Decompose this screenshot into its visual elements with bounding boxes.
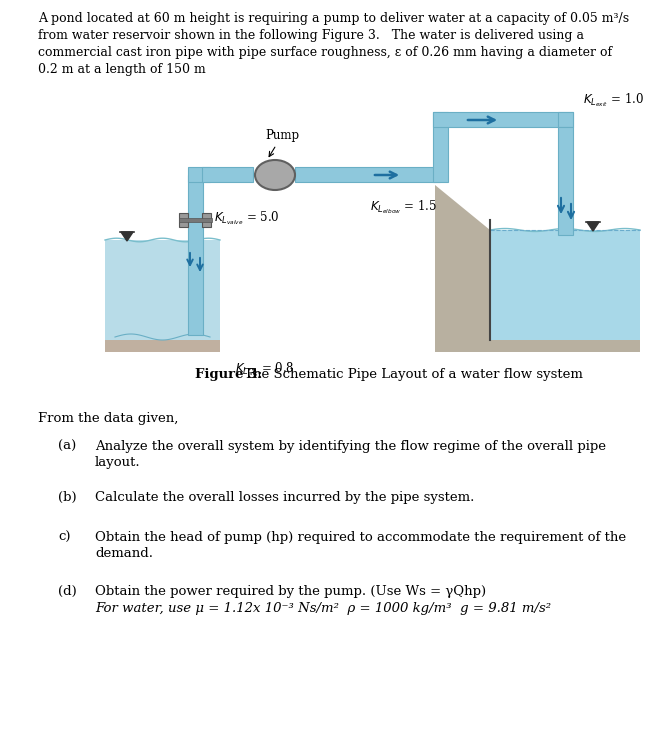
- Text: from water reservoir shown in the following Figure 3.   The water is delivered u: from water reservoir shown in the follow…: [38, 29, 584, 42]
- Text: Obtain the head of pump (hp) required to accommodate the requirement of the: Obtain the head of pump (hp) required to…: [95, 531, 626, 544]
- Text: (b): (b): [58, 491, 77, 504]
- Bar: [202, 213, 211, 227]
- Text: layout.: layout.: [95, 456, 141, 469]
- Text: Obtain the power required by the pump. (Use Ws = γQhp): Obtain the power required by the pump. (…: [95, 585, 486, 598]
- Text: A pond located at 60 m height is requiring a pump to deliver water at a capacity: A pond located at 60 m height is requiri…: [38, 12, 629, 25]
- Bar: [179, 218, 212, 222]
- Bar: [433, 112, 573, 127]
- Text: commercial cast iron pipe with pipe surface roughness, ε of 0.26 mm having a dia: commercial cast iron pipe with pipe surf…: [38, 46, 612, 59]
- Polygon shape: [587, 222, 599, 231]
- Text: For water, use μ = 1.12x 10⁻³ Ns/m²  ρ = 1000 kg/m³  g = 9.81 m/s²: For water, use μ = 1.12x 10⁻³ Ns/m² ρ = …: [95, 602, 551, 615]
- Text: Analyze the overall system by identifying the flow regime of the overall pipe: Analyze the overall system by identifyin…: [95, 440, 606, 453]
- Text: The Schematic Pipe Layout of a water flow system: The Schematic Pipe Layout of a water flo…: [240, 368, 583, 381]
- Polygon shape: [435, 185, 640, 352]
- Bar: [105, 240, 220, 340]
- Text: (a): (a): [58, 440, 76, 453]
- Text: Calculate the overall losses incurred by the pipe system.: Calculate the overall losses incurred by…: [95, 491, 474, 504]
- Polygon shape: [121, 232, 133, 241]
- Bar: [188, 175, 203, 335]
- Text: $K_{L_{ent}}$ = 0.8: $K_{L_{ent}}$ = 0.8: [235, 360, 294, 377]
- Text: $K_{L_{exit}}$ = 1.0: $K_{L_{exit}}$ = 1.0: [583, 91, 644, 109]
- Bar: [433, 112, 448, 182]
- Text: demand.: demand.: [95, 547, 153, 560]
- Bar: [295, 167, 440, 182]
- Text: $K_{L_{valve}}$ = 5.0: $K_{L_{valve}}$ = 5.0: [214, 210, 280, 227]
- Bar: [202, 167, 253, 182]
- Bar: [179, 213, 188, 227]
- FancyBboxPatch shape: [105, 340, 220, 352]
- Text: From the data given,: From the data given,: [38, 412, 178, 425]
- Bar: [188, 167, 210, 182]
- Ellipse shape: [255, 160, 295, 190]
- Text: Figure 3:: Figure 3:: [195, 368, 262, 381]
- Text: Pump: Pump: [265, 129, 299, 156]
- Text: c): c): [58, 531, 70, 544]
- Text: 0.2 m at a length of 150 m: 0.2 m at a length of 150 m: [38, 63, 205, 76]
- Bar: [558, 127, 573, 235]
- Text: (d): (d): [58, 585, 77, 598]
- Bar: [490, 230, 640, 340]
- Bar: [558, 112, 573, 127]
- Text: $K_{L_{elbow}}$ = 1.5: $K_{L_{elbow}}$ = 1.5: [370, 198, 437, 215]
